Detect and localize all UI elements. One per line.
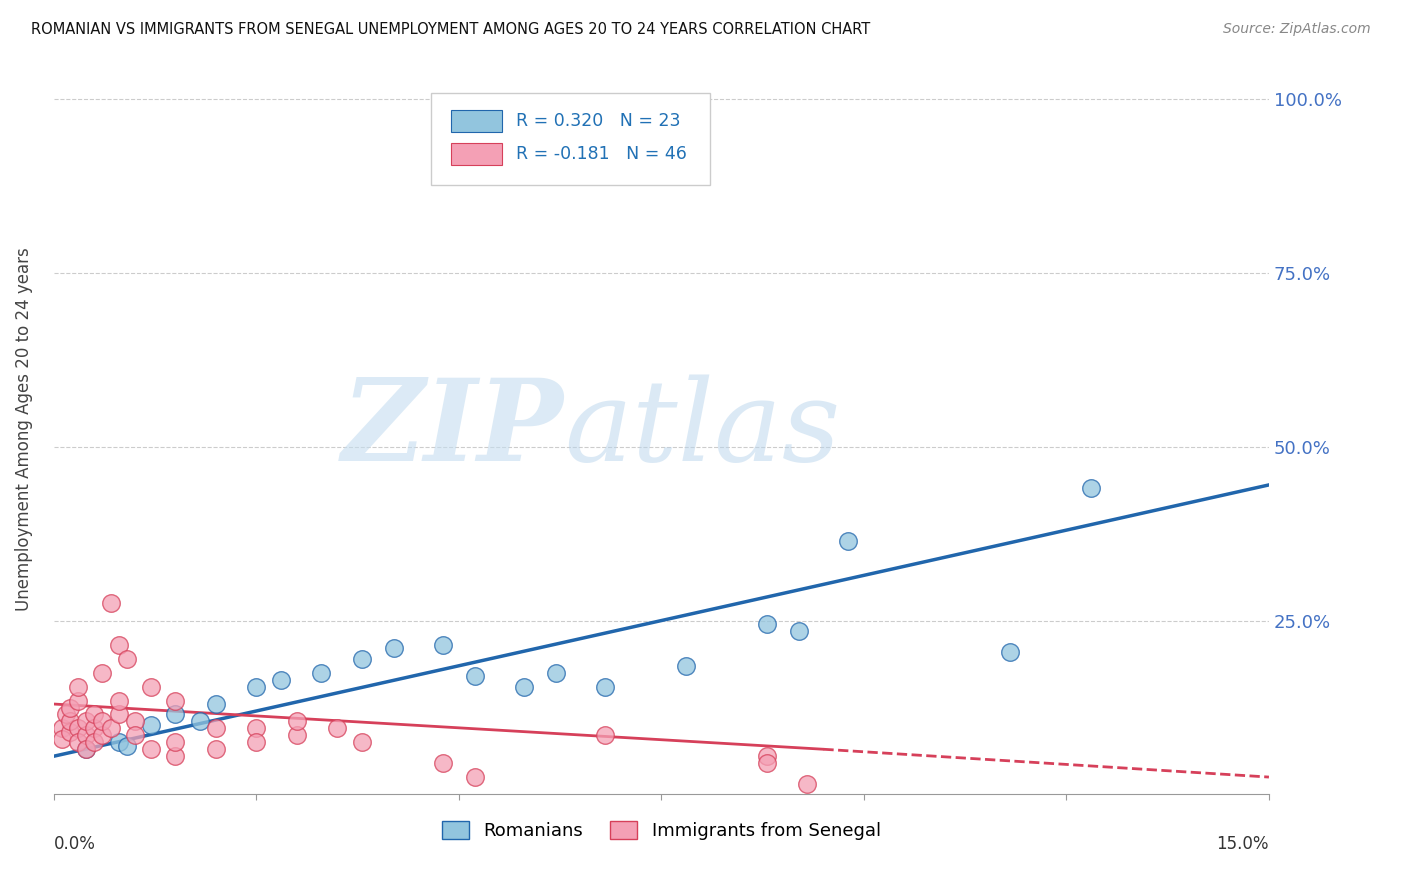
Point (107, 707, 129, 722)
Point (124, 728, 146, 742)
Point (270, 673, 292, 687)
Point (998, 645, 1021, 659)
Text: ROMANIAN VS IMMIGRANTS FROM SENEGAL UNEMPLOYMENT AMONG AGES 20 TO 24 YEARS CORRE: ROMANIAN VS IMMIGRANTS FROM SENEGAL UNEM… (31, 22, 870, 37)
Point (593, 680, 616, 694)
Point (837, 533, 859, 548)
Legend: Romanians, Immigrants from Senegal: Romanians, Immigrants from Senegal (434, 814, 889, 847)
Point (382, 641, 405, 656)
Point (755, 749, 778, 764)
Point (83, 707, 105, 722)
Point (124, 714, 146, 729)
Point (139, 680, 162, 694)
Point (544, 665, 567, 680)
Point (51, 722, 73, 736)
Point (432, 756, 454, 771)
Point (91, 728, 114, 742)
Point (59, 724, 82, 739)
Point (83, 722, 105, 736)
Point (67, 693, 90, 707)
Text: 0.0%: 0.0% (53, 835, 96, 853)
Point (326, 722, 349, 736)
Point (91, 714, 114, 729)
Point (245, 735, 267, 749)
Point (51, 731, 73, 746)
Bar (451, 110, 502, 132)
Point (464, 770, 486, 784)
Point (67, 680, 90, 694)
Point (1080, 482, 1102, 496)
Point (165, 749, 187, 764)
Point (107, 693, 129, 707)
Point (59, 714, 82, 729)
Text: R = -0.181   N = 46: R = -0.181 N = 46 (516, 145, 686, 163)
Point (91, 665, 114, 680)
Point (75, 714, 97, 729)
Point (787, 624, 810, 638)
Point (55, 707, 77, 722)
Point (139, 742, 162, 756)
Point (285, 728, 308, 742)
Text: ZIP: ZIP (342, 374, 564, 484)
Point (245, 680, 267, 694)
Point (165, 735, 187, 749)
Point (350, 652, 373, 666)
Point (67, 722, 90, 736)
Text: Source: ZipAtlas.com: Source: ZipAtlas.com (1223, 22, 1371, 37)
Point (464, 669, 486, 683)
Text: atlas: atlas (564, 374, 841, 484)
Point (83, 735, 105, 749)
Point (593, 728, 616, 742)
Point (139, 718, 162, 732)
Point (115, 739, 138, 753)
Bar (451, 143, 502, 165)
Point (165, 707, 187, 722)
Point (245, 722, 267, 736)
Point (107, 735, 129, 749)
Point (350, 735, 373, 749)
Point (100, 722, 122, 736)
Point (755, 617, 778, 632)
Point (285, 714, 308, 729)
FancyBboxPatch shape (430, 94, 710, 185)
Point (188, 714, 211, 729)
Point (115, 652, 138, 666)
Point (100, 596, 122, 610)
Point (205, 697, 228, 711)
Point (107, 638, 129, 652)
Point (75, 728, 97, 742)
Point (165, 693, 187, 707)
Y-axis label: Unemployment Among Ages 20 to 24 years: Unemployment Among Ages 20 to 24 years (15, 247, 32, 611)
Text: 15.0%: 15.0% (1216, 835, 1270, 853)
Point (755, 756, 778, 771)
Point (67, 735, 90, 749)
Point (512, 680, 534, 694)
Point (309, 665, 332, 680)
Text: R = 0.320   N = 23: R = 0.320 N = 23 (516, 112, 681, 130)
Point (796, 777, 818, 791)
Point (205, 722, 228, 736)
Point (432, 638, 454, 652)
Point (59, 700, 82, 714)
Point (75, 742, 97, 756)
Point (675, 658, 697, 673)
Point (75, 742, 97, 756)
Point (205, 742, 228, 756)
